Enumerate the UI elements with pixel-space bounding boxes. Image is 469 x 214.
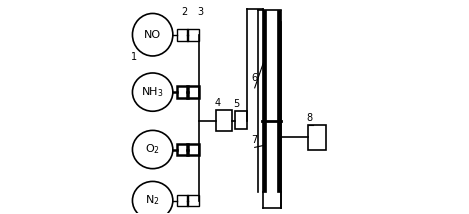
Text: N$_2$: N$_2$ xyxy=(145,194,160,207)
Text: 5: 5 xyxy=(234,99,240,109)
Text: 8: 8 xyxy=(307,113,313,123)
Bar xyxy=(176,86,188,98)
Text: 3: 3 xyxy=(197,6,204,16)
Bar xyxy=(176,144,188,155)
Bar xyxy=(187,195,199,206)
Bar xyxy=(277,10,281,192)
Text: NH$_3$: NH$_3$ xyxy=(141,85,164,99)
Text: 6: 6 xyxy=(251,73,257,83)
Bar xyxy=(176,195,188,206)
Bar xyxy=(187,144,199,155)
Text: 7: 7 xyxy=(251,135,258,145)
Bar xyxy=(176,29,188,41)
Bar xyxy=(187,29,199,41)
Bar xyxy=(308,125,326,150)
Bar xyxy=(216,110,232,131)
Bar xyxy=(234,111,247,129)
Text: O$_2$: O$_2$ xyxy=(145,143,160,156)
Text: NO: NO xyxy=(144,30,161,40)
Text: 4: 4 xyxy=(215,98,221,108)
Text: 1: 1 xyxy=(131,52,137,62)
Bar xyxy=(262,10,266,192)
Bar xyxy=(187,86,199,98)
Text: 2: 2 xyxy=(181,6,187,16)
